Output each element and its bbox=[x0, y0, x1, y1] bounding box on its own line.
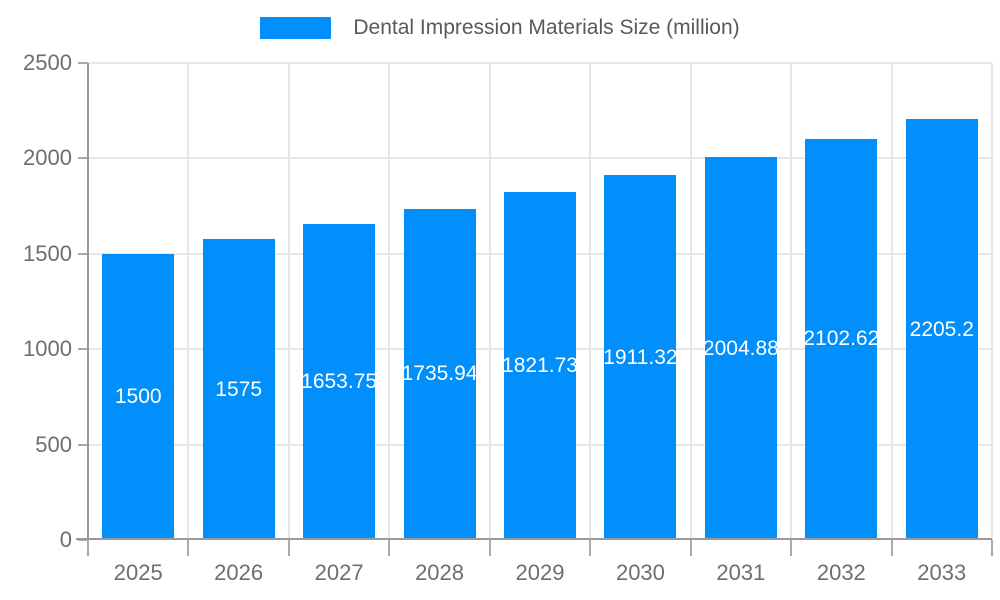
gridline-vertical bbox=[287, 63, 290, 540]
x-axis-tick-label: 2030 bbox=[615, 560, 665, 585]
gridline-vertical bbox=[589, 63, 592, 540]
x-axis-tick-label: 2031 bbox=[716, 560, 766, 585]
y-axis-tick-label: 2500 bbox=[23, 50, 72, 75]
y-axis-tick bbox=[78, 539, 88, 541]
y-axis-tick bbox=[78, 252, 88, 255]
y-axis-tick bbox=[78, 348, 88, 351]
bar-value-label: 2004.88 bbox=[702, 336, 779, 360]
x-axis-tick bbox=[87, 540, 89, 556]
gridline-horizontal bbox=[88, 157, 992, 160]
x-axis-line bbox=[76, 538, 992, 540]
y-axis-tick bbox=[78, 157, 88, 160]
y-axis-line bbox=[87, 63, 89, 556]
y-axis-tick-label: 0 bbox=[59, 527, 72, 552]
bar[interactable] bbox=[704, 157, 777, 540]
x-axis-tick bbox=[287, 540, 290, 556]
legend-label: Dental Impression Materials Size (millio… bbox=[353, 16, 740, 39]
x-axis-tick bbox=[991, 540, 993, 556]
bar[interactable] bbox=[604, 175, 677, 540]
y-axis-tick-label: 1000 bbox=[23, 336, 72, 362]
bar-value-label: 1911.32 bbox=[603, 345, 678, 369]
plot-area: 0 500 1000 1500 2000 2500 1500 1575 1653.75 1735.… bbox=[23, 51, 993, 585]
gridline-vertical bbox=[388, 63, 391, 540]
gridline-vertical bbox=[991, 63, 993, 540]
legend[interactable]: Dental Impression Materials Size (millio… bbox=[0, 16, 1000, 40]
bar[interactable] bbox=[403, 208, 476, 540]
gridline-vertical bbox=[890, 63, 893, 540]
bar-value-label: 1653.75 bbox=[301, 370, 378, 394]
bar-value-label: 2205.2 bbox=[909, 317, 974, 341]
y-axis-tick-label: 1500 bbox=[23, 240, 72, 266]
bar-value-label: 1735.94 bbox=[401, 362, 478, 386]
x-axis-tick-label: 2027 bbox=[314, 560, 364, 585]
y-axis-tick bbox=[78, 443, 88, 446]
x-axis-tick bbox=[589, 540, 592, 556]
x-axis-tick-label: 2025 bbox=[113, 560, 163, 585]
x-axis-tick-label: 2028 bbox=[415, 560, 465, 585]
x-axis-tick bbox=[187, 540, 190, 556]
x-axis-tick bbox=[890, 540, 893, 556]
bar-value-label: 1575 bbox=[215, 377, 263, 401]
x-axis-tick-label: 2026 bbox=[214, 560, 264, 585]
bar[interactable] bbox=[504, 192, 576, 540]
bar[interactable] bbox=[905, 119, 978, 540]
gridline-vertical bbox=[689, 63, 692, 540]
gridline-vertical bbox=[187, 63, 190, 540]
x-axis-tick-label: 2029 bbox=[515, 560, 565, 585]
x-axis-tick bbox=[689, 540, 692, 556]
legend-swatch bbox=[260, 17, 332, 39]
gridline-horizontal bbox=[88, 62, 992, 64]
x-axis-tick-label: 2032 bbox=[816, 560, 866, 585]
bar[interactable] bbox=[202, 239, 275, 540]
gridline-vertical bbox=[790, 63, 793, 540]
y-axis-tick bbox=[78, 62, 88, 64]
bar[interactable] bbox=[102, 253, 175, 540]
bar-value-label: 1821.73 bbox=[502, 354, 578, 378]
y-axis-tick-label: 500 bbox=[35, 431, 72, 457]
x-axis-tick bbox=[790, 540, 793, 556]
bar-value-label: 1500 bbox=[114, 384, 162, 408]
x-axis-tick-label: 2033 bbox=[917, 560, 967, 585]
bar[interactable] bbox=[805, 138, 878, 540]
bar[interactable] bbox=[303, 224, 376, 540]
x-axis-tick bbox=[388, 540, 391, 556]
x-axis-tick bbox=[488, 540, 491, 556]
gridline-vertical bbox=[488, 63, 491, 540]
y-axis-tick-label: 2000 bbox=[23, 145, 72, 171]
bar-value-label: 2102.62 bbox=[803, 327, 880, 351]
